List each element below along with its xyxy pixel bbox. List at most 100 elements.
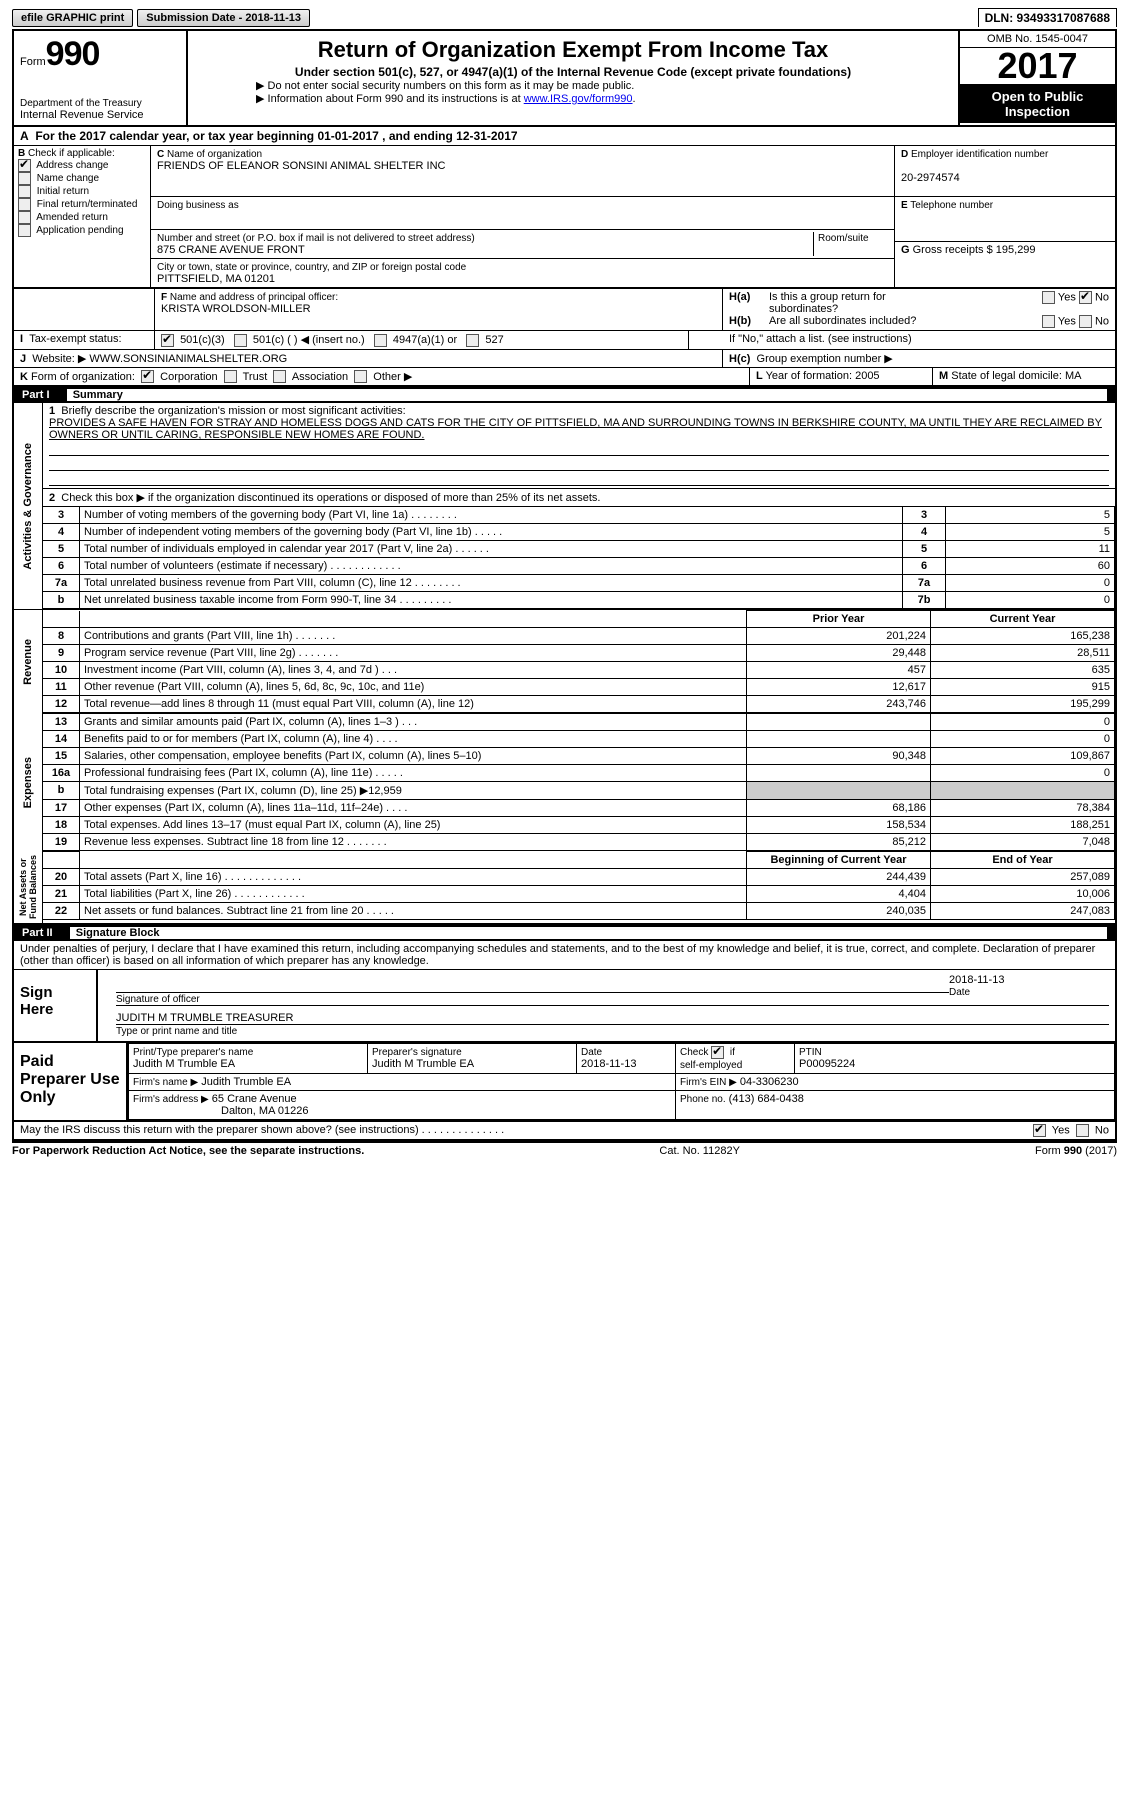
gross-value: 195,299: [996, 244, 1036, 256]
l1-label: Briefly describe the organization's miss…: [61, 405, 405, 417]
b-checkbox-1[interactable]: [18, 172, 31, 185]
opt-4947: 4947(a)(1) or: [393, 334, 457, 346]
ptin-label: PTIN: [799, 1047, 822, 1058]
firm-phone: (413) 684-0438: [729, 1093, 804, 1105]
efile-button[interactable]: efile GRAPHIC print: [12, 9, 133, 27]
phone-label: Telephone number: [910, 200, 993, 211]
ha-no-checkbox[interactable]: [1079, 291, 1092, 304]
ein-value: 20-2974574: [901, 172, 960, 184]
527-checkbox[interactable]: [466, 334, 479, 347]
footer-right: Form 990 (2017): [1035, 1145, 1117, 1157]
part1-title: Summary: [67, 389, 1107, 401]
k-label: Form of organization:: [31, 371, 135, 383]
l-value: 2005: [855, 370, 879, 382]
hb-yes-checkbox[interactable]: [1042, 315, 1055, 328]
i-label: Tax-exempt status:: [29, 333, 121, 345]
dept-irs: Internal Revenue Service: [20, 109, 180, 121]
4947-checkbox[interactable]: [374, 334, 387, 347]
501c-checkbox[interactable]: [234, 334, 247, 347]
sign-here: Sign Here: [14, 970, 98, 1041]
note-info: ▶ Information about Form 990 and its ins…: [256, 93, 524, 105]
firm-addr1: 65 Crane Avenue: [212, 1093, 297, 1105]
discuss-no-checkbox[interactable]: [1076, 1124, 1089, 1137]
b-header: Check if applicable:: [28, 148, 115, 159]
dba-label: Doing business as: [157, 200, 239, 211]
part2-title: Signature Block: [70, 927, 1107, 939]
b-checkbox-2[interactable]: [18, 185, 31, 198]
city-state-zip: PITTSFIELD, MA 01201: [157, 273, 275, 285]
firm-name-label: Firm's name ▶: [133, 1077, 198, 1088]
form-number: 990: [46, 35, 100, 73]
form-title: Return of Organization Exempt From Incom…: [196, 37, 950, 63]
opt-assoc: Association: [292, 371, 348, 383]
side-revenue: Revenue: [20, 635, 36, 689]
opt-501c3: 501(c)(3): [180, 334, 225, 346]
website-url: WWW.SONSINIANIMALSHELTER.ORG: [89, 353, 287, 365]
hb-no-checkbox[interactable]: [1079, 315, 1092, 328]
gross-label: Gross receipts $: [913, 244, 993, 256]
submission-button[interactable]: Submission Date - 2018-11-13: [137, 9, 310, 27]
self-emp-checkbox[interactable]: [711, 1046, 724, 1059]
firm-addr2: Dalton, MA 01226: [221, 1105, 308, 1117]
dln-label: DLN: 93493317087688: [978, 8, 1117, 27]
firm-phone-label: Phone no.: [680, 1094, 726, 1105]
side-activities: Activities & Governance: [20, 439, 36, 574]
otp-2: Inspection: [1005, 104, 1070, 119]
opt-corp: Corporation: [160, 371, 217, 383]
addr-label: Number and street (or P.O. box if mail i…: [157, 233, 475, 244]
prep-date: 2018-11-13: [581, 1058, 636, 1070]
ha-yes-checkbox[interactable]: [1042, 291, 1055, 304]
firm-ein: 04-3306230: [740, 1076, 799, 1088]
sig-name-label: Type or print name and title: [116, 1026, 237, 1037]
website-label: Website: ▶: [32, 353, 86, 365]
prep-name: Judith M Trumble EA: [133, 1058, 235, 1070]
form-subtitle: Under section 501(c), 527, or 4947(a)(1)…: [196, 65, 950, 79]
sig-date-label: Date: [949, 987, 970, 998]
b-checkbox-4[interactable]: [18, 211, 31, 224]
part2-hdr: Part II: [22, 927, 61, 939]
other-checkbox[interactable]: [354, 370, 367, 383]
trust-checkbox[interactable]: [224, 370, 237, 383]
prep-sig-label: Preparer's signature: [372, 1047, 462, 1058]
l2-label: Check this box ▶ if the organization dis…: [61, 492, 600, 504]
line-a: For the 2017 calendar year, or tax year …: [35, 129, 517, 143]
ptin-value: P00095224: [799, 1058, 855, 1070]
m-label: State of legal domicile:: [951, 370, 1062, 382]
prep-date-label: Date: [581, 1047, 602, 1058]
ha-label2: subordinates?: [769, 303, 838, 315]
sig-date-value: 2018-11-13: [949, 974, 1004, 986]
footer-center: Cat. No. 11282Y: [659, 1145, 740, 1157]
b-checkbox-0[interactable]: [18, 159, 31, 172]
discuss-label: May the IRS discuss this return with the…: [20, 1124, 1033, 1137]
m-value: MA: [1065, 370, 1082, 382]
b-checkbox-3[interactable]: [18, 198, 31, 211]
ein-label: Employer identification number: [911, 149, 1048, 160]
corp-checkbox[interactable]: [141, 370, 154, 383]
street-address: 875 CRANE AVENUE FRONT: [157, 244, 305, 256]
side-netassets: Net Assets or Fund Balances: [16, 851, 40, 923]
ha-label: Is this a group return for: [769, 291, 886, 303]
assoc-checkbox[interactable]: [273, 370, 286, 383]
irs-link[interactable]: www.IRS.gov/form990: [524, 93, 633, 105]
note-ssn: ▶ Do not enter social security numbers o…: [256, 79, 950, 92]
hc-label: Group exemption number ▶: [757, 353, 893, 365]
prep-sig: Judith M Trumble EA: [372, 1058, 474, 1070]
dept-treasury: Department of the Treasury: [20, 98, 180, 109]
sig-officer-label: Signature of officer: [116, 994, 200, 1005]
firm-addr-label: Firm's address ▶: [133, 1094, 209, 1105]
tax-year: 2017: [960, 48, 1115, 84]
form-word: Form: [20, 56, 46, 68]
footer-left: For Paperwork Reduction Act Notice, see …: [12, 1145, 364, 1157]
opt-527: 527: [485, 334, 503, 346]
side-expenses: Expenses: [20, 753, 36, 812]
org-name: FRIENDS OF ELEANOR SONSINI ANIMAL SHELTE…: [157, 160, 446, 172]
b-checkbox-5[interactable]: [18, 224, 31, 237]
opt-other: Other ▶: [373, 371, 412, 383]
city-label: City or town, state or province, country…: [157, 262, 466, 273]
discuss-yes-checkbox[interactable]: [1033, 1124, 1046, 1137]
c-name-label: Name of organization: [167, 149, 262, 160]
officer-label: Name and address of principal officer:: [170, 292, 338, 303]
paid-preparer-label: Paid Preparer Use Only: [14, 1043, 128, 1120]
opt-trust: Trust: [243, 371, 268, 383]
501c3-checkbox[interactable]: [161, 334, 174, 347]
